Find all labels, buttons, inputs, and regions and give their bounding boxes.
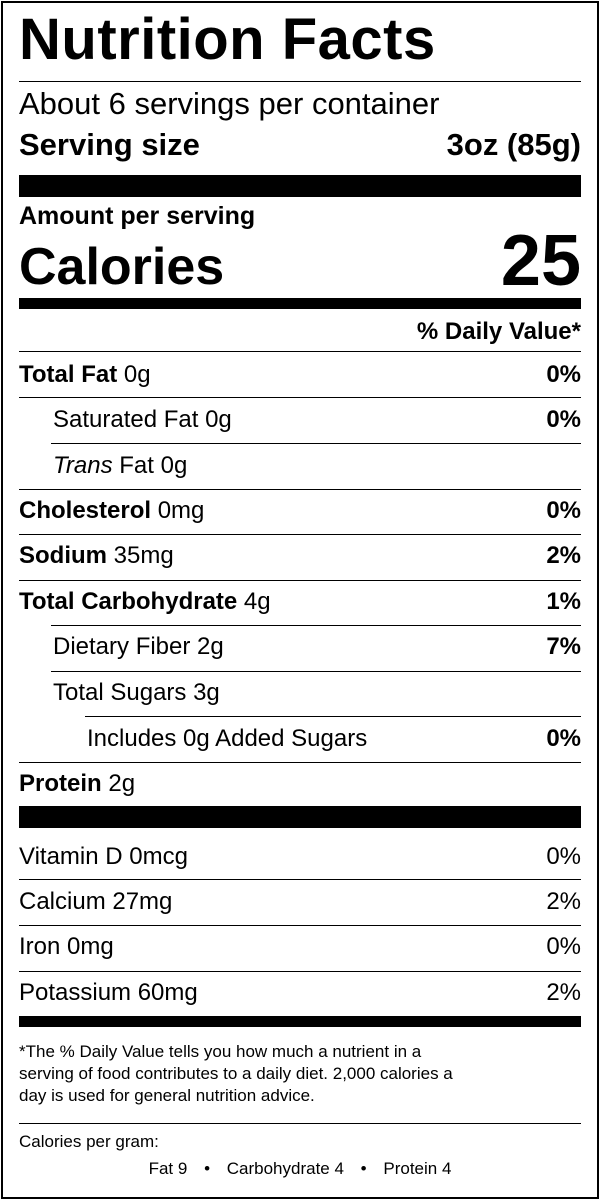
total-fat-label: Total Fat [19,361,118,388]
medium-divider [19,298,581,309]
footnote-line: day is used for general nutrition advice… [19,1086,315,1106]
sodium-label: Sodium [19,542,107,569]
footnote: *The % Daily Value tells you how much a … [19,1041,453,1107]
thick-divider-top [19,175,581,197]
total-carbohydrate-amount: 4g [243,588,271,615]
total-carbohydrate-label: Total Carbohydrate [19,588,238,615]
row-rule [19,925,581,926]
total-fat-dv: 0% [546,361,581,388]
protein-amount: 2g [108,770,136,797]
calcium-dv: 2% [546,888,581,915]
row-rule [19,762,581,763]
thick-divider-mid [19,806,581,828]
added-sugars-dv: 0% [546,725,581,752]
cholesterol-row: Cholesterol 0mg [19,499,204,523]
trans-fat-row: Trans Fat 0g [53,454,187,478]
row-rule [19,580,581,581]
added-sugars-label: Includes 0g Added Sugars [87,725,368,752]
calcium-label: Calcium 27mg [19,888,173,915]
calories-label: Calories [19,238,225,296]
row-rule [51,443,581,444]
carbohydrate-per-gram: Carbohydrate 4 [226,1159,344,1178]
label-title: Nutrition Facts [19,7,436,72]
dietary-fiber-dv: 7% [546,633,581,660]
vitamin-d-dv: 0% [546,843,581,870]
row-rule [19,879,581,880]
cholesterol-dv: 0% [546,497,581,524]
servings-per-container: About 6 servings per container [19,86,440,121]
row-rule [51,671,581,672]
saturated-fat-dv: 0% [546,406,581,433]
total-sugars-label: Total Sugars 3g [53,679,220,706]
calories-per-gram-values: Fat 9 • Carbohydrate 4 • Protein 4 [3,1158,597,1180]
row-rule [19,534,581,535]
fat-per-gram: Fat 9 [148,1159,188,1178]
sodium-dv: 2% [546,542,581,569]
potassium-dv: 2% [546,979,581,1006]
iron-label: Iron 0mg [19,933,114,960]
cholesterol-label: Cholesterol [19,497,152,524]
saturated-fat-label: Saturated Fat 0g [53,406,232,433]
serving-size-label: Serving size [19,127,200,162]
trans-fat-label-rest: Fat 0g [119,452,188,479]
iron-dv: 0% [546,933,581,960]
row-rule [19,351,581,352]
row-rule [19,489,581,490]
row-rule [51,625,581,626]
potassium-label: Potassium 60mg [19,979,198,1006]
serving-size-value: 3oz (85g) [446,127,581,162]
calories-per-gram-label: Calories per gram: [19,1132,159,1151]
total-fat-row: Total Fat 0g [19,363,151,387]
dietary-fiber-label: Dietary Fiber 2g [53,633,224,660]
title-rule [19,81,581,82]
bullet-separator: • [360,1159,367,1178]
total-carbohydrate-row: Total Carbohydrate 4g [19,590,271,614]
sodium-amount: 35mg [113,542,174,569]
footnote-line: serving of food contributes to a daily d… [19,1064,453,1084]
row-rule [19,971,581,972]
protein-label: Protein [19,770,102,797]
row-rule [19,397,581,398]
protein-per-gram: Protein 4 [383,1159,452,1178]
thick-divider-bottom [19,1016,581,1027]
bullet-separator: • [204,1159,211,1178]
footnote-rule [19,1123,581,1124]
calories-value: 25 [500,221,581,301]
total-carbohydrate-dv: 1% [546,588,581,615]
daily-value-header: % Daily Value* [416,318,581,345]
total-fat-amount: 0g [123,361,151,388]
sodium-row: Sodium 35mg [19,544,174,568]
vitamin-d-label: Vitamin D 0mcg [19,843,188,870]
footnote-line: *The % Daily Value tells you how much a … [19,1042,422,1061]
amount-per-serving: Amount per serving [19,202,256,230]
trans-fat-label-italic: Trans [53,452,113,479]
protein-row: Protein 2g [19,772,135,796]
row-rule [85,716,581,717]
cholesterol-amount: 0mg [157,497,205,524]
